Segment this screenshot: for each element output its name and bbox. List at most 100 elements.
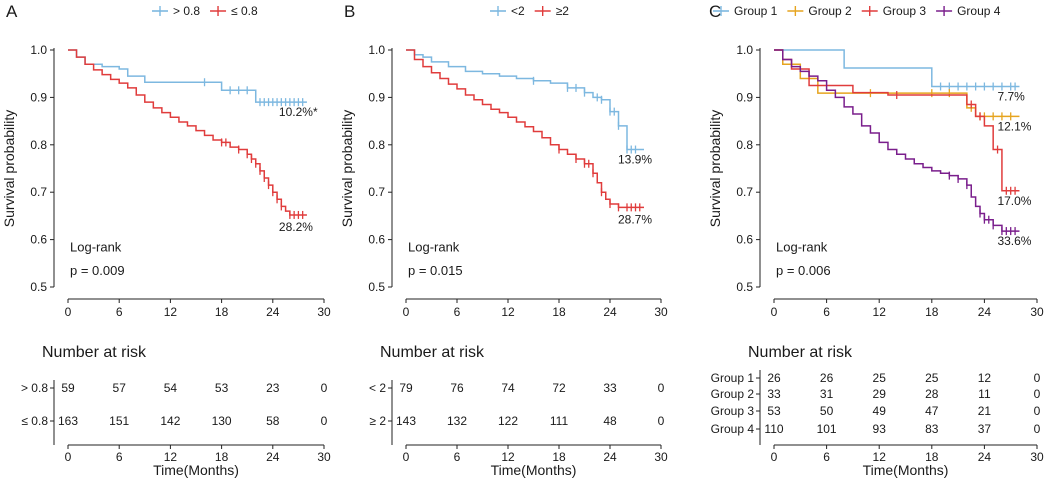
y-tick-label: 0.8 <box>368 138 385 152</box>
risk-x-tick-label: 24 <box>603 450 617 464</box>
x-tick-label: 18 <box>925 305 939 319</box>
risk-value: 25 <box>925 371 939 385</box>
risk-value: 76 <box>450 381 464 395</box>
risk-value: 0 <box>658 381 665 395</box>
risk-value: 58 <box>266 414 280 428</box>
y-tick-label: 0.7 <box>736 185 753 199</box>
risk-value: 23 <box>266 381 280 395</box>
risk-value: 59 <box>61 381 75 395</box>
panel-b: B <2 ≥2 0.5 0.6 0.7 0.8 0.9 1.0 Survival probabil… <box>339 2 668 478</box>
y-axis-label: Survival probability <box>707 110 723 228</box>
risk-title: Number at risk <box>380 344 485 361</box>
risk-value: 12 <box>978 371 992 385</box>
end-label: 28.7% <box>618 212 652 226</box>
legend-label: <2 <box>511 4 525 18</box>
end-label: 10.2%* <box>279 105 318 119</box>
series-line-1 <box>774 49 1020 118</box>
y-tick-label: 1.0 <box>736 43 753 57</box>
risk-x-tick-label: 18 <box>552 450 566 464</box>
panel-label: B <box>344 2 355 21</box>
legend-label: Group 3 <box>883 4 927 18</box>
risk-row-label: Group 4 <box>711 422 755 436</box>
y-tick-label: 0.8 <box>30 138 47 152</box>
risk-x-tick-label: 24 <box>978 450 992 464</box>
risk-value: 142 <box>160 414 180 428</box>
risk-value: 33 <box>603 381 617 395</box>
risk-x-tick-label: 0 <box>403 450 410 464</box>
risk-x-tick-label: 12 <box>164 450 178 464</box>
y-tick-label: 0.9 <box>368 90 385 104</box>
x-tick-label: 6 <box>823 305 830 319</box>
risk-value: 21 <box>978 404 992 418</box>
risk-value: 53 <box>215 381 229 395</box>
legend-label: Group 4 <box>957 4 1001 18</box>
x-tick-label: 30 <box>654 305 668 319</box>
y-tick-label: 0.6 <box>736 233 753 247</box>
series-line-1 <box>68 49 307 216</box>
x-tick-label: 18 <box>215 305 229 319</box>
risk-value: 25 <box>873 371 887 385</box>
x-tick-label: 30 <box>317 305 331 319</box>
x-tick-label: 12 <box>873 305 887 319</box>
legend-label: Group 1 <box>734 4 778 18</box>
risk-x-tick-label: 6 <box>454 450 461 464</box>
risk-value: 163 <box>58 414 78 428</box>
risk-value: 130 <box>212 414 232 428</box>
x-axis-label: Time(Months) <box>491 462 577 478</box>
x-tick-label: 30 <box>1030 305 1044 319</box>
risk-value: 57 <box>113 381 127 395</box>
risk-x-tick-label: 12 <box>873 450 887 464</box>
risk-x-tick-label: 0 <box>771 450 778 464</box>
risk-title: Number at risk <box>748 344 853 361</box>
risk-row-label: Group 3 <box>711 404 755 418</box>
y-tick-label: 1.0 <box>30 43 47 57</box>
x-tick-label: 6 <box>116 305 123 319</box>
x-tick-label: 18 <box>552 305 566 319</box>
x-axis-label: Time(Months) <box>863 462 949 478</box>
risk-value: 122 <box>498 414 518 428</box>
y-tick-label: 0.5 <box>736 280 753 294</box>
risk-value: 26 <box>820 371 834 385</box>
risk-x-tick-label: 18 <box>925 450 939 464</box>
risk-value: 111 <box>550 414 569 428</box>
y-tick-label: 0.7 <box>368 185 385 199</box>
y-tick-label: 0.6 <box>30 233 47 247</box>
risk-x-tick-label: 18 <box>215 450 229 464</box>
legend-label: > 0.8 <box>173 4 200 18</box>
y-axis-label: Survival probability <box>339 110 355 228</box>
y-tick-label: 0.7 <box>30 185 47 199</box>
risk-value: 83 <box>925 422 939 436</box>
risk-value: 93 <box>873 422 887 436</box>
x-tick-label: 24 <box>266 305 280 319</box>
risk-value: 0 <box>321 381 328 395</box>
risk-row-label: ≥ 2 <box>369 414 386 428</box>
series-line-0 <box>774 49 1020 88</box>
y-tick-label: 0.5 <box>30 280 47 294</box>
risk-x-tick-label: 6 <box>116 450 123 464</box>
risk-x-tick-label: 30 <box>654 450 668 464</box>
test-label: Log-rank <box>776 239 828 254</box>
risk-row-label: < 2 <box>369 381 386 395</box>
risk-x-tick-label: 12 <box>501 450 515 464</box>
p-value: p = 0.009 <box>70 263 125 278</box>
x-tick-label: 0 <box>403 305 410 319</box>
risk-value: 0 <box>1034 404 1041 418</box>
p-value: p = 0.015 <box>408 263 463 278</box>
series-line-3 <box>774 49 1020 232</box>
end-label: 33.6% <box>997 234 1031 248</box>
x-tick-label: 24 <box>603 305 617 319</box>
risk-value: 11 <box>978 387 991 401</box>
risk-value: 28 <box>925 387 939 401</box>
risk-x-tick-label: 6 <box>823 450 830 464</box>
x-tick-label: 6 <box>454 305 461 319</box>
end-label: 12.1% <box>997 119 1031 133</box>
risk-value: 49 <box>873 404 887 418</box>
panel-a: A > 0.8 ≤ 0.8 0.5 0.6 0.7 0.8 0.9 1.0 Survival pr… <box>1 2 331 478</box>
end-label: 28.2% <box>279 220 313 234</box>
y-tick-label: 0.5 <box>368 280 385 294</box>
risk-value: 110 <box>764 422 783 436</box>
risk-x-tick-label: 24 <box>266 450 280 464</box>
x-tick-label: 24 <box>978 305 992 319</box>
risk-value: 79 <box>399 381 413 395</box>
